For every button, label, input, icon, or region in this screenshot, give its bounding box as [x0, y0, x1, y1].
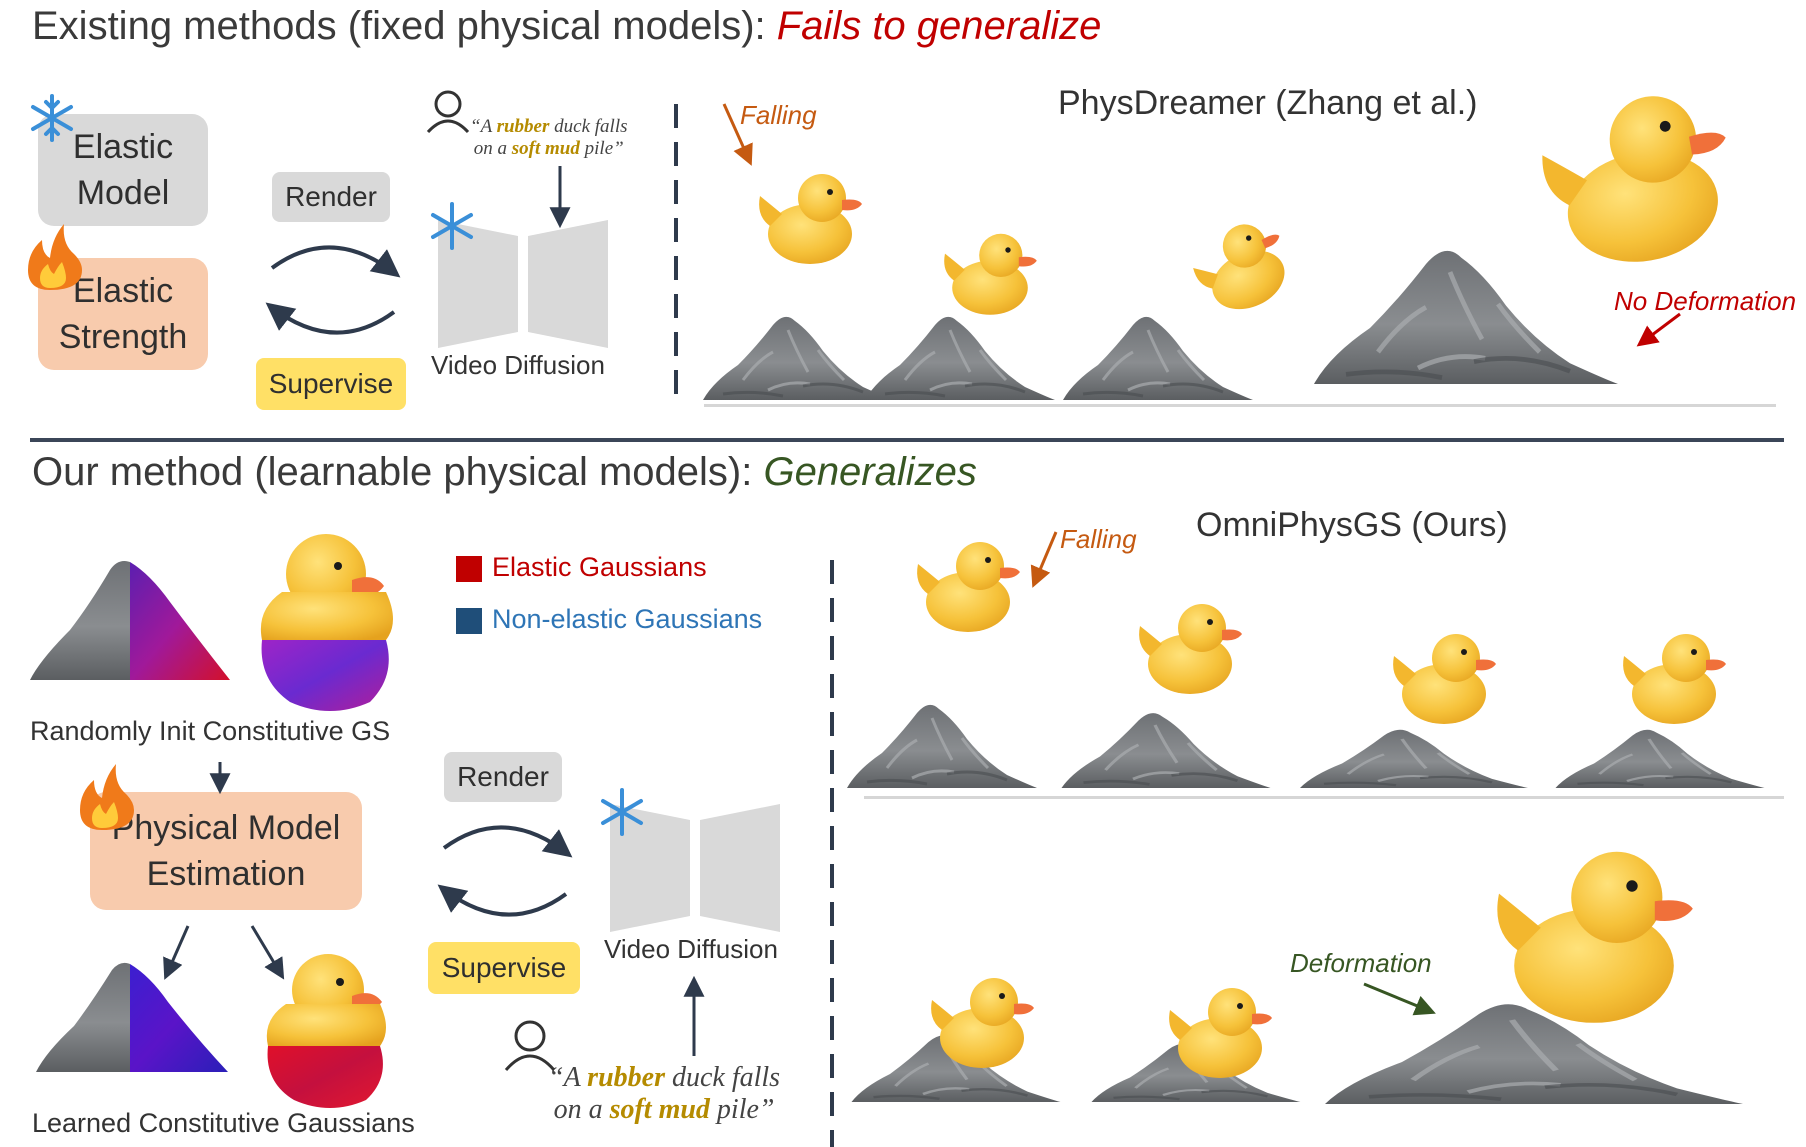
top-render-arrow — [270, 245, 401, 278]
snowflake-icon — [31, 94, 73, 142]
top-duck-2 — [944, 233, 1037, 315]
bottom-diffusion-snowflake-icon — [601, 788, 643, 836]
top-diffusion-snowflake-icon — [431, 202, 473, 250]
physical-model-box: Physical Model Estimation — [90, 792, 362, 910]
bottom-heading: Our method (learnable physical models): … — [32, 450, 977, 495]
flame-icon — [28, 224, 82, 290]
random-init-label: Randomly Init Constitutive GS — [30, 716, 391, 746]
bottom-render-label: Render — [457, 761, 549, 792]
omniphysgs-title: OmniPhysGS (Ours) — [1196, 506, 1508, 544]
top-heading-prefix: Existing methods (fixed physical models)… — [32, 4, 777, 48]
no-deformation-arrow — [1636, 312, 1681, 347]
learned-label: Learned Constitutive Gaussians — [32, 1108, 415, 1138]
top-heading: Existing methods (fixed physical models)… — [32, 4, 1101, 49]
top-falling-label: Falling — [740, 100, 817, 130]
bottom-heading-highlight: Generalizes — [763, 450, 977, 494]
bottom-render-arrow — [442, 825, 573, 858]
bottom-video-diffusion-model — [610, 804, 780, 932]
init-duck — [260, 534, 393, 711]
top-supervise-chip: Supervise — [256, 358, 406, 410]
no-deformation-label: No Deformation — [1614, 286, 1797, 316]
top-rock-1 — [701, 315, 895, 402]
elastic-model-label: Elastic Model — [72, 128, 174, 212]
physdreamer-title: PhysDreamer (Zhang et al.) — [1058, 84, 1478, 122]
bottom-rock-7 — [1325, 1004, 1743, 1104]
bottom-supervise-chip: Supervise — [428, 942, 580, 994]
top-video-diffusion-model — [438, 220, 608, 348]
top-video-diffusion-label: Video Diffusion — [431, 350, 605, 380]
elastic-model-box: Elastic Model — [38, 114, 208, 226]
bottom-duck-3 — [1393, 634, 1496, 724]
physical-model-label: Physical Model Estimation — [111, 809, 341, 893]
bottom-duck-4 — [1623, 634, 1726, 724]
bottom-rock-1 — [845, 703, 1039, 790]
deformation-arrow — [1363, 982, 1436, 1016]
bottom-supervise-label: Supervise — [441, 952, 567, 983]
learned-rock — [36, 962, 228, 1072]
bottom-duck-2 — [1139, 604, 1242, 694]
top-render-chip: Render — [272, 172, 390, 222]
legend-swatch-elastic — [456, 556, 482, 582]
bottom-rock-4 — [1553, 728, 1767, 790]
bottom-render-chip: Render — [444, 752, 562, 802]
top-user-icon — [426, 90, 470, 134]
legend-label-non-elastic: Non-elastic Gaussians — [492, 604, 763, 634]
top-falling-arrow — [722, 103, 753, 166]
bottom-falling-label: Falling — [1060, 524, 1137, 554]
bottom-ground-line-1 — [864, 796, 1784, 799]
deformation-label: Deformation — [1290, 948, 1432, 978]
estimation-to-duck-arrow — [250, 925, 285, 980]
top-supervise-arrow — [265, 302, 396, 335]
learned-duck — [266, 954, 386, 1108]
bottom-falling-arrow — [1030, 531, 1058, 588]
bottom-duck-1 — [917, 542, 1020, 632]
bottom-user-icon — [504, 1020, 556, 1071]
estimation-flame-icon — [80, 764, 134, 830]
bottom-supervise-arrow — [437, 884, 568, 917]
top-prompt: “A rubber duck falls on a soft mud pile” — [470, 116, 628, 159]
bottom-duck-7 — [1497, 851, 1693, 1023]
init-rock — [30, 561, 230, 680]
top-supervise-label: Supervise — [268, 368, 394, 399]
bottom-rock-3 — [1298, 727, 1530, 790]
legend-swatch-non-elastic — [456, 608, 482, 634]
top-duck-4 — [1533, 84, 1745, 277]
estimation-to-rock-arrow — [163, 925, 190, 980]
top-rock-3 — [1061, 315, 1255, 402]
bottom-heading-prefix: Our method (learnable physical models): — [32, 450, 764, 494]
elastic-strength-label: Elastic Strength — [58, 272, 188, 356]
top-rock-4 — [1314, 251, 1618, 384]
top-ground-line — [704, 404, 1776, 407]
legend-label-elastic: Elastic Gaussians — [492, 552, 707, 582]
top-duck-3 — [1184, 211, 1303, 324]
top-render-label: Render — [285, 181, 377, 212]
elastic-strength-box: Elastic Strength — [38, 258, 208, 370]
top-rock-2 — [863, 315, 1057, 402]
top-heading-highlight: Fails to generalize — [776, 4, 1102, 48]
top-duck-1 — [759, 174, 862, 264]
bottom-rock-2 — [1059, 711, 1273, 790]
bottom-video-diffusion-label: Video Diffusion — [604, 934, 778, 964]
